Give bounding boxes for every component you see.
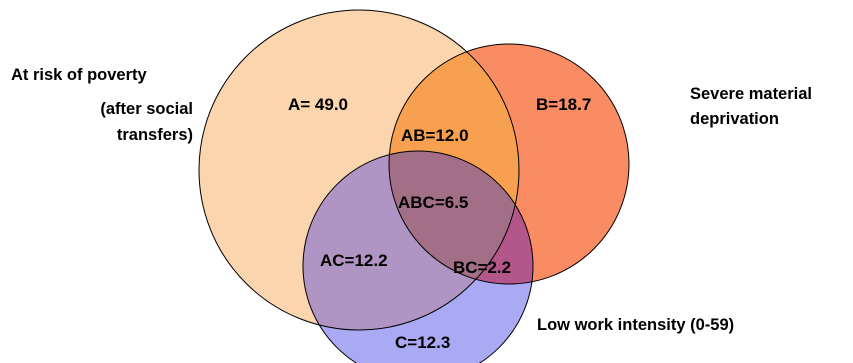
circle-b-outline [388, 43, 630, 285]
set-a-name-line1: At risk of poverty [11, 66, 148, 84]
circle-c-outline [302, 150, 534, 363]
set-b-name-line2: deprivation [690, 110, 779, 128]
circle-a-outline [198, 9, 520, 331]
set-a-name-line3: transfers) [117, 126, 193, 144]
region-b-label: B=18.7 [536, 95, 591, 114]
set-a-name-line2: (after social [100, 100, 193, 118]
region-c-label: C=12.3 [395, 333, 450, 352]
set-c-name: Low work intensity (0-59) [537, 316, 734, 334]
region-ab-label: AB=12.0 [401, 126, 469, 145]
region-abc-label: ABC=6.5 [398, 193, 468, 212]
set-b-name-line1: Severe material [690, 85, 812, 103]
region-a-label: A= 49.0 [288, 95, 348, 114]
region-ac-label: AC=12.2 [320, 251, 388, 270]
region-bc-label: BC=2.2 [453, 258, 511, 277]
